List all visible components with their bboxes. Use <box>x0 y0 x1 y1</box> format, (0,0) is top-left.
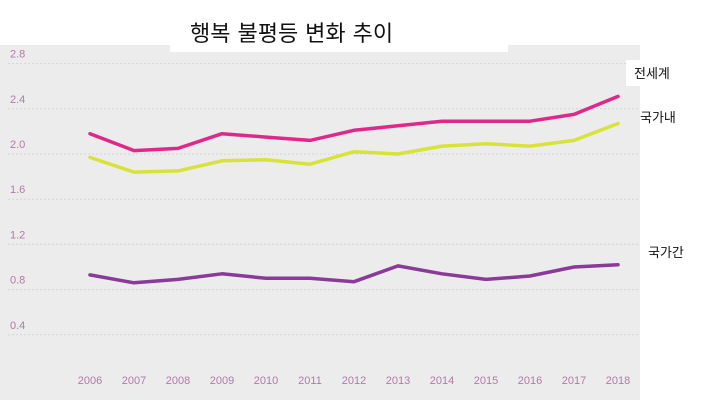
series-label: 국가내 <box>640 111 676 126</box>
y-tick-label: 2.8 <box>10 49 25 61</box>
x-tick-label: 2017 <box>562 375 586 387</box>
y-tick-label: 0.4 <box>10 320 25 332</box>
y-tick-label: 2.0 <box>10 139 25 151</box>
y-axis-ticks: 0.4 0.8 1.2 1.6 2.0 2.4 2.8 <box>10 49 25 332</box>
y-tick-label: 1.6 <box>10 184 25 196</box>
x-tick-label: 2006 <box>78 375 102 387</box>
series-label-box <box>626 60 694 86</box>
series-label: 국가간 <box>648 246 684 261</box>
x-tick-label: 2018 <box>606 375 630 387</box>
y-tick-label: 0.8 <box>10 275 25 287</box>
grid-lines <box>8 63 640 336</box>
x-tick-label: 2011 <box>298 375 322 387</box>
x-tick-label: 2010 <box>254 375 278 387</box>
y-tick-label: 1.2 <box>10 229 25 241</box>
x-tick-label: 2012 <box>342 375 366 387</box>
title-box <box>170 10 508 52</box>
plot-background <box>0 45 640 400</box>
y-tick-label: 2.4 <box>10 94 25 106</box>
x-tick-label: 2015 <box>474 375 498 387</box>
series-lines <box>88 94 620 285</box>
x-tick-label: 2009 <box>210 375 234 387</box>
series-label: 전세계 <box>634 67 670 82</box>
chart-title: 행복 불평등 변화 추이 <box>190 22 393 47</box>
x-tick-label: 2016 <box>518 375 542 387</box>
x-tick-label: 2007 <box>122 375 146 387</box>
x-tick-label: 2014 <box>430 375 454 387</box>
x-tick-label: 2013 <box>386 375 410 387</box>
x-tick-label: 2008 <box>166 375 190 387</box>
x-axis-ticks: 2006 2007 2008 2009 2010 2011 2012 2013 2014 2015… <box>78 375 630 387</box>
